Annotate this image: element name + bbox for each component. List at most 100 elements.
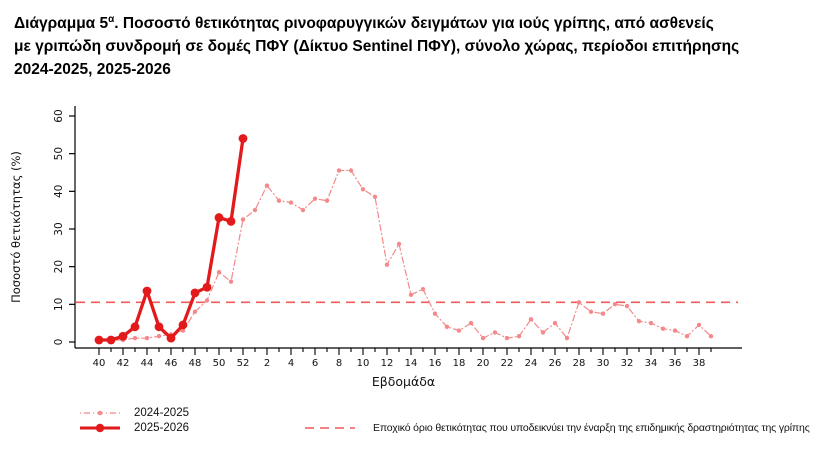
y-tick-label: 20 [53, 260, 65, 273]
x-tick-label: 40 [93, 358, 106, 369]
data-point [166, 333, 176, 343]
series-line [97, 136, 245, 342]
data-point [190, 288, 200, 298]
x-tick-label: 50 [213, 358, 226, 369]
data-point [564, 335, 570, 341]
y-axis-title: Ποσοστό θετικότητας (%) [9, 151, 23, 303]
data-point [106, 335, 116, 345]
x-tick-label: 38 [693, 358, 706, 369]
series-line [98, 169, 712, 341]
data-point [396, 241, 402, 247]
series-legend: 2024-2025 2025-2026 [78, 406, 189, 435]
data-point [336, 168, 342, 173]
x-tick-label: 46 [165, 358, 178, 369]
x-tick-label: 32 [621, 358, 634, 369]
x-tick-label: 2 [264, 358, 270, 369]
data-point [240, 217, 246, 222]
data-point [132, 335, 138, 341]
series-2024-2025 [96, 168, 714, 343]
data-point [264, 183, 270, 188]
data-point [552, 320, 558, 326]
data-point [492, 330, 498, 335]
x-tick-label: 36 [669, 358, 682, 369]
data-point [420, 286, 426, 292]
data-point [600, 311, 606, 316]
data-point [360, 187, 366, 192]
data-point [142, 286, 152, 296]
data-point [708, 334, 714, 339]
data-point [372, 194, 378, 200]
data-point [226, 216, 236, 226]
threshold-legend-label: Εποχικό όριο θετικότητας που υποδεικνύει… [373, 422, 810, 434]
y-tick-label: 0 [53, 339, 65, 346]
y-tick-label: 40 [53, 185, 65, 198]
x-tick-label: 18 [453, 358, 466, 369]
x-tick-label: 10 [357, 358, 370, 369]
data-point [456, 328, 462, 333]
x-tick-label: 14 [405, 358, 418, 369]
data-point [94, 335, 104, 345]
data-point [324, 198, 330, 203]
x-tick-label: 24 [525, 358, 538, 369]
data-point [624, 303, 630, 309]
data-point [204, 298, 210, 303]
data-point [504, 335, 510, 341]
x-tick-label: 26 [549, 358, 562, 369]
data-point [672, 328, 678, 333]
y-tick-label: 10 [53, 298, 65, 311]
data-point [288, 200, 294, 205]
legend-item-2025-2026: 2025-2026 [78, 421, 189, 435]
x-tick-label: 12 [381, 358, 394, 369]
data-point [468, 320, 474, 326]
series-2025-2026 [94, 134, 248, 345]
data-point [432, 311, 438, 316]
data-point [216, 270, 222, 275]
data-point [348, 168, 354, 173]
data-point [528, 317, 534, 322]
data-point [178, 320, 188, 330]
x-tick-label: 6 [312, 358, 318, 369]
legend-label-2025-2026: 2025-2026 [134, 422, 189, 434]
threshold-legend: Εποχικό όριο θετικότητας που υποδεικνύει… [303, 421, 810, 435]
data-point [202, 282, 212, 292]
data-point [648, 320, 654, 326]
y-tick-label: 60 [53, 109, 65, 122]
data-point [118, 331, 128, 341]
legend-marker-2024-2025-icon [80, 410, 120, 416]
data-point [384, 262, 390, 267]
data-point [192, 309, 198, 314]
data-point [276, 198, 282, 203]
data-point [696, 322, 702, 328]
data-point [130, 322, 140, 332]
x-tick-label: 8 [336, 358, 342, 369]
data-point [180, 328, 186, 333]
data-point [214, 213, 224, 222]
data-point [312, 196, 318, 201]
data-point [154, 322, 164, 332]
y-tick-label: 50 [53, 147, 65, 160]
x-tick-label: 42 [117, 358, 130, 369]
data-point [238, 134, 248, 143]
data-point [300, 207, 306, 213]
data-point [144, 335, 150, 341]
data-point [228, 279, 234, 284]
data-point [480, 335, 486, 341]
data-point [684, 334, 690, 339]
data-point [660, 326, 666, 331]
y-tick-label: 30 [53, 222, 65, 235]
x-tick-label: 34 [645, 358, 658, 369]
x-axis-title: Εβδομάδα [372, 374, 435, 389]
x-axis-ticks: 40 42 44 46 48 50 52 2 4 6 8 10 12 14 16 18 20 22 24 26 28 30… [93, 348, 712, 369]
data-point [636, 318, 642, 324]
x-tick-label: 30 [597, 358, 610, 369]
data-point [156, 334, 162, 339]
x-tick-label: 20 [477, 358, 490, 369]
data-point [252, 207, 258, 213]
data-point [588, 309, 594, 314]
legend-label-2024-2025: 2024-2025 [134, 407, 189, 419]
data-point [612, 302, 618, 307]
x-tick-label: 28 [573, 358, 586, 369]
data-point [576, 300, 582, 305]
